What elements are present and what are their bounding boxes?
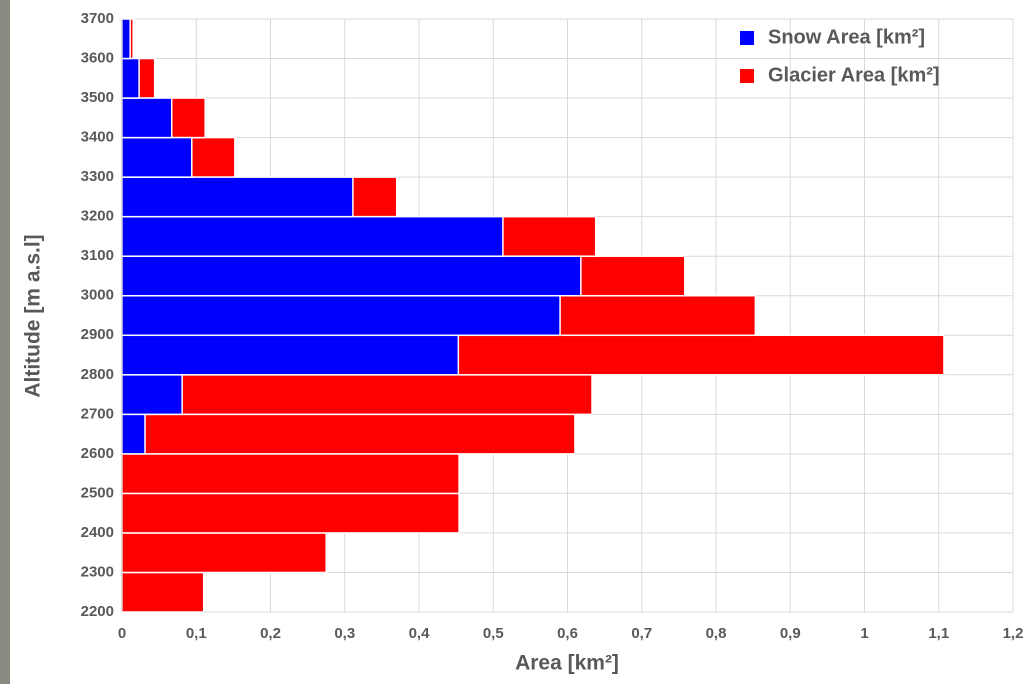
x-tick-label: 1,2	[1003, 625, 1024, 642]
y-axis-title: Altitude [m a.s.l]	[22, 234, 45, 397]
x-tick-label: 0	[118, 625, 126, 642]
y-tick-label: 2700	[81, 405, 114, 422]
bar	[122, 256, 581, 296]
x-tick-label: 0,7	[631, 625, 652, 642]
y-tick-label: 3200	[81, 208, 114, 225]
bar	[122, 414, 575, 454]
y-tick-label: 3600	[81, 50, 114, 67]
bar	[122, 375, 182, 415]
y-tick-label: 2500	[81, 484, 114, 501]
photo-edge	[0, 0, 10, 684]
x-tick-label: 0,8	[706, 625, 727, 642]
x-tick-label: 0,9	[780, 625, 801, 642]
bar	[122, 375, 592, 415]
bar	[122, 296, 560, 336]
y-tick-label: 3500	[81, 89, 114, 106]
bar	[122, 19, 130, 59]
y-tick-label: 2200	[81, 603, 114, 620]
x-axis-title: Area [km²]	[515, 652, 619, 675]
y-tick-label: 2900	[81, 326, 114, 343]
bar	[122, 414, 145, 454]
bar	[122, 533, 326, 573]
y-tick-label: 3700	[81, 10, 114, 27]
x-tick-label: 0,1	[186, 625, 207, 642]
legend-label: Snow Area [km²]	[768, 26, 925, 48]
bar	[122, 177, 353, 217]
bar	[122, 572, 204, 612]
legend-label: Glacier Area [km²]	[768, 64, 940, 86]
bar	[122, 335, 458, 375]
bar	[122, 138, 192, 178]
x-tick-label: 0,3	[334, 625, 355, 642]
x-tick-label: 0,2	[260, 625, 281, 642]
x-tick-label: 0,5	[483, 625, 504, 642]
x-tick-label: 1	[860, 625, 868, 642]
y-tick-label: 3000	[81, 287, 114, 304]
y-tick-label: 3400	[81, 129, 114, 146]
y-tick-label: 2800	[81, 366, 114, 383]
bar	[122, 454, 459, 494]
x-tick-label: 0,4	[409, 625, 431, 642]
bar	[122, 98, 172, 138]
x-tick-label: 1,1	[928, 625, 949, 642]
y-tick-label: 2600	[81, 445, 114, 462]
y-tick-label: 3300	[81, 168, 114, 185]
legend-swatch	[740, 69, 754, 83]
bar	[122, 217, 503, 257]
legend-swatch	[740, 31, 754, 45]
y-tick-label: 3100	[81, 247, 114, 264]
chart: Area [km²] Altitude [m a.s.l] 2200 2300 24…	[0, 0, 1035, 684]
y-tick-label: 2400	[81, 524, 114, 541]
bar	[122, 493, 459, 533]
bar	[122, 59, 139, 99]
y-tick-label: 2300	[81, 563, 114, 580]
x-tick-label: 0,6	[557, 625, 578, 642]
